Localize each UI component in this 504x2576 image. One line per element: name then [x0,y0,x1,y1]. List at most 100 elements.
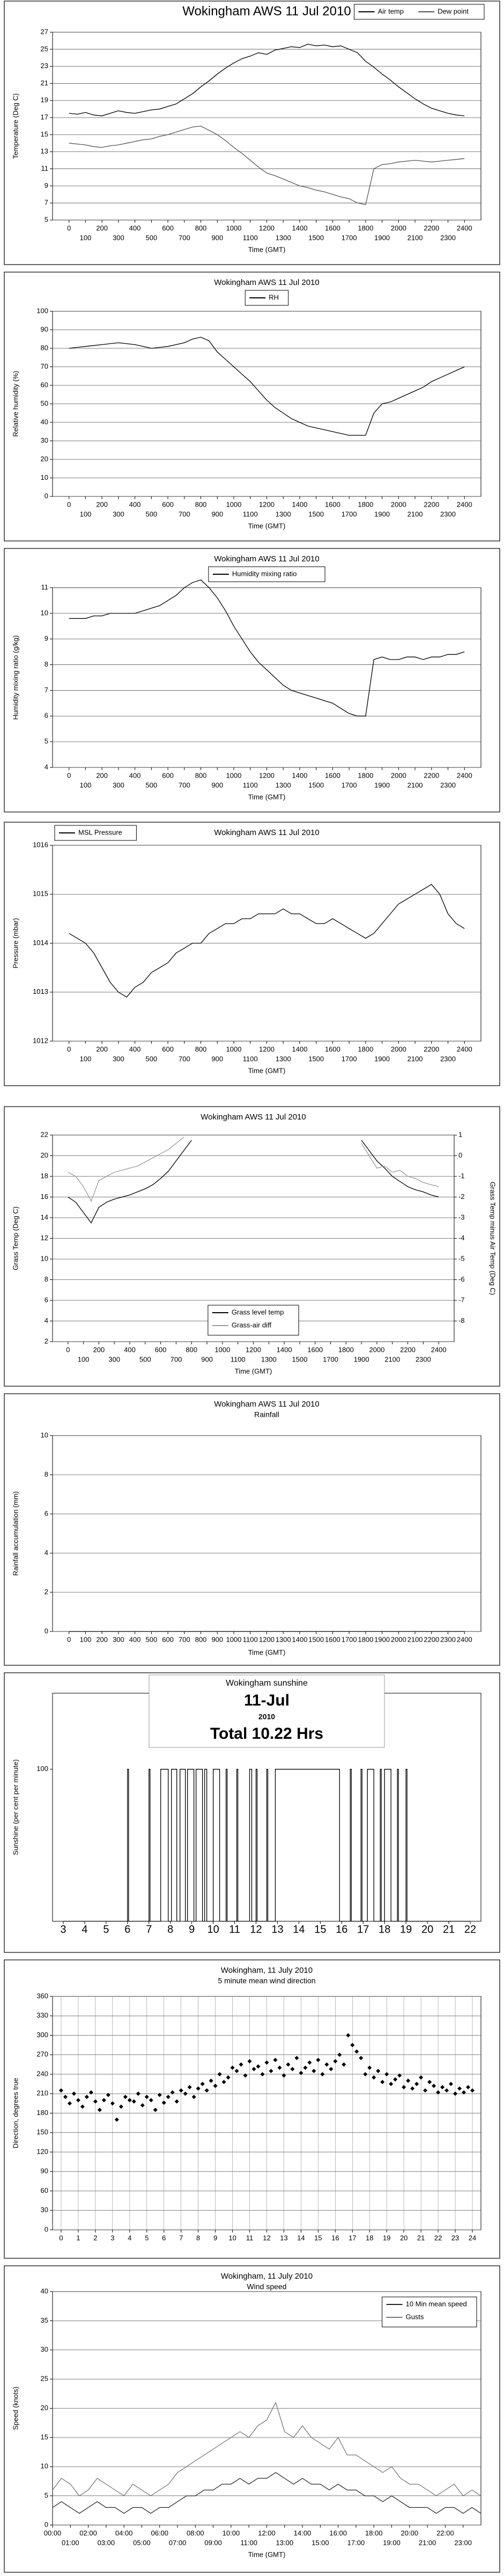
y-tick-label: 12 [41,1234,48,1242]
point [427,2080,432,2084]
y-tick-label: 2 [45,1337,48,1345]
x-tick-label: 900 [211,1055,223,1063]
x-tick-label: 23:00 [454,2538,472,2546]
chart-title: Wokingham AWS 11 Jul 2010 [201,1113,306,1122]
y-tick-label: 1014 [33,939,48,947]
x-tick-label: 14:00 [294,2529,312,2537]
point [196,2086,201,2091]
y-tick-label: 6 [45,1296,48,1304]
y-tick-label: 60 [41,2186,48,2194]
y-tick-label: 6 [45,1509,48,1517]
point [63,2095,68,2099]
point [179,2088,183,2093]
series-line [52,2401,481,2497]
y-tick-label: 19 [41,96,48,104]
x-axis-label: Time (GMT) [248,245,286,253]
y-tick-label: 25 [41,45,48,53]
x-tick-label: 400 [129,771,141,779]
x-tick-label: 1200 [259,500,275,508]
plot-area [52,32,481,221]
x-tick-label: 1000 [226,771,242,779]
x-tick-label: 700 [179,1055,190,1063]
y-tick-label: 10 [41,473,48,481]
chart-title: Wokingham AWS 11 Jul 2010 [214,828,320,837]
point [144,2095,149,2099]
x-tick-label: 1500 [308,1055,324,1063]
x-tick-label: 1000 [214,1345,230,1353]
point [131,2099,136,2104]
x-tick-label: 700 [179,781,190,789]
point [312,2068,316,2073]
x-tick-label: 2400 [457,224,472,232]
x-tick-label: 00:00 [44,2529,62,2537]
x-tick-label: 100 [80,781,92,789]
point [67,2101,72,2106]
x-tick-label: 2200 [424,1045,439,1053]
chart-title: Wokingham AWS 11 Jul 2010 [214,554,320,564]
x-tick-label: 2400 [457,1045,472,1053]
point [84,2095,89,2099]
point [466,2085,471,2090]
series-line [69,579,465,716]
x-tick-label: 1100 [231,1355,246,1363]
x-tick-label: 500 [139,1355,151,1363]
point [58,2088,63,2093]
x-tick-label: 12 [263,2234,270,2242]
x-tick-label: 1500 [308,781,324,789]
x-tick-label: 1600 [325,224,340,232]
x-tick-label: 200 [93,1345,105,1353]
x-tick-label: 8 [167,1923,173,1935]
x-tick-label: 20:00 [401,2529,419,2537]
x-tick-label: 18 [379,1923,390,1935]
x-tick-label: 8 [196,2234,200,2242]
x-tick-label: 100 [80,233,92,241]
x-tick-label: 1300 [276,233,291,241]
point [363,2072,368,2076]
y2-tick-label: 0 [458,1151,462,1159]
chart-subtitle: 2010 [258,1713,275,1721]
x-tick-label: 15:00 [312,2538,329,2546]
x-tick-label: 1800 [338,1345,354,1353]
point [462,2090,466,2095]
y-tick-label: 1016 [33,840,48,848]
x-tick-label: 24 [469,2234,476,2242]
x-tick-label: 500 [146,510,158,518]
x-tick-label: 800 [195,500,207,508]
point [324,2062,329,2067]
x-tick-label: 21 [417,2234,425,2242]
x-tick-label: 17 [349,2234,356,2242]
point [234,2068,239,2073]
y-tick-label: 150 [36,2128,48,2136]
x-tick-label: 2000 [391,771,406,779]
x-tick-label: 2000 [391,1045,406,1053]
point [161,2101,166,2105]
y2-tick-label: -8 [458,1316,465,1324]
y-tick-label: 1015 [33,890,48,898]
x-tick-label: 1400 [292,1635,308,1643]
x-tick-label: 900 [211,781,223,789]
x-tick-label: 600 [162,1045,174,1053]
point [281,2073,286,2078]
y-tick-label: 20 [41,455,48,463]
x-tick-label: 1700 [342,1635,357,1643]
point [71,2091,76,2096]
x-tick-label: 800 [195,1045,207,1053]
y2-tick-label: -1 [458,1172,465,1180]
x-tick-label: 0 [66,1345,70,1353]
y-tick-label: 0 [45,2520,48,2528]
x-tick-label: 0 [59,2234,63,2242]
x-tick-label: 1100 [243,781,258,789]
x-tick-label: 15 [314,2234,322,2242]
series-line [68,1140,439,1224]
chart-title: Wokingham AWS 11 Jul 2010 [214,1400,320,1409]
x-tick-label: 1700 [342,233,357,241]
plot-area [52,587,481,768]
x-tick-label: 1400 [277,1345,292,1353]
y-tick-label: 0 [45,492,48,500]
x-tick-label: 1600 [325,1045,340,1053]
point [106,2092,110,2097]
point [80,2104,85,2109]
point [346,2033,351,2038]
x-tick-label: 2200 [424,224,439,232]
point [217,2072,222,2076]
